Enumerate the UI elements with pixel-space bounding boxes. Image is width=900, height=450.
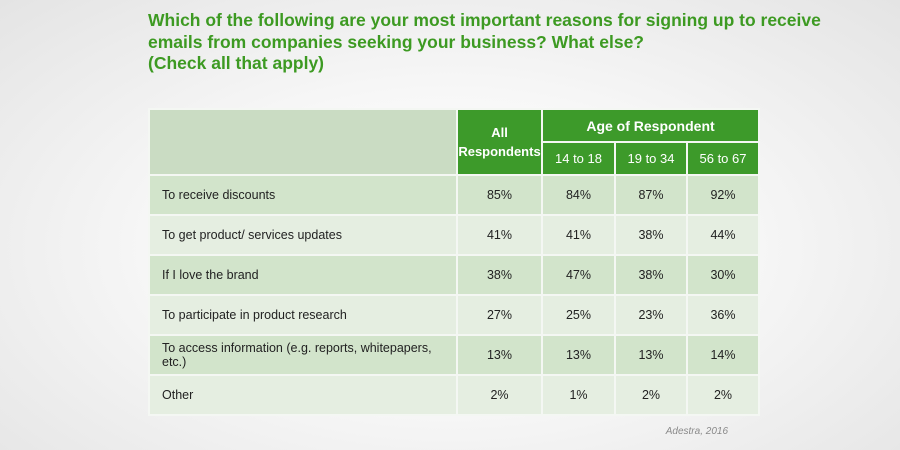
table-row: Other 2% 1% 2% 2% [148,374,760,416]
value-cell: 2% [614,374,688,416]
header-age-group: Age of Respondent [541,108,760,143]
header-age: 14 to 18 [541,141,616,176]
value-cell: 92% [686,174,760,216]
value-cell: 30% [686,254,760,296]
header-age: 19 to 34 [614,141,688,176]
header-all-line: All [491,125,508,140]
value-cell: 27% [456,294,543,336]
value-cell: 87% [614,174,688,216]
header-all-respondents: All Respondents [456,108,543,176]
row-label: To get product/ services updates [148,214,458,256]
value-cell: 85% [456,174,543,216]
header-age: 56 to 67 [686,141,760,176]
value-cell: 13% [541,334,616,376]
row-label: To participate in product research [148,294,458,336]
value-cell: 41% [456,214,543,256]
value-cell: 25% [541,294,616,336]
value-cell: 41% [541,214,616,256]
value-cell: 14% [686,334,760,376]
row-label: To receive discounts [148,174,458,216]
value-cell: 13% [456,334,543,376]
value-cell: 2% [456,374,543,416]
header-blank-cell [148,108,458,176]
table-row: To access information (e.g. reports, whi… [148,334,760,376]
title-line: (Check all that apply) [148,53,325,73]
row-label: If I love the brand [148,254,458,296]
slide-title: Which of the following are your most imp… [148,10,821,75]
table-row: To receive discounts 85% 84% 87% 92% [148,174,760,216]
row-label: Other [148,374,458,416]
value-cell: 36% [686,294,760,336]
value-cell: 38% [614,214,688,256]
value-cell: 38% [614,254,688,296]
table-row: To participate in product research 27% 25%… [148,294,760,336]
value-cell: 44% [686,214,760,256]
value-cell: 2% [686,374,760,416]
survey-table: All Respondents Age of Respondent 14 to … [148,108,760,416]
title-line: Which of the following are your most imp… [148,10,821,30]
title-line: emails from companies seeking your busin… [148,31,644,52]
table-row: To get product/ services updates 41% 41% 38… [148,214,760,256]
source-caption: Adestra, 2016 [665,426,728,437]
value-cell: 13% [614,334,688,376]
table-row: If I love the brand 38% 47% 38% 30% [148,254,760,296]
value-cell: 47% [541,254,616,296]
value-cell: 38% [456,254,543,296]
value-cell: 1% [541,374,616,416]
value-cell: 23% [614,294,688,336]
header-all-line: Respondents [458,144,541,159]
row-label: To access information (e.g. reports, whi… [148,334,458,376]
value-cell: 84% [541,174,616,216]
